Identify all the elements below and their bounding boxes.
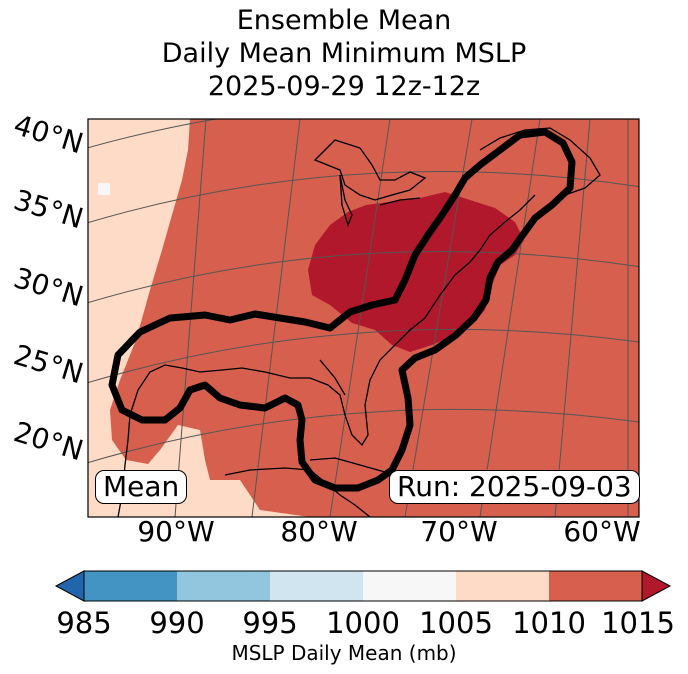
lat-line-20 — [88, 408, 639, 464]
title-line-3: 2025-09-29 12z-12z — [207, 71, 481, 102]
colorbar — [54, 570, 672, 602]
lat-line-40 — [88, 119, 220, 149]
colorbar-frame — [83, 570, 643, 602]
contour-1010 — [108, 128, 576, 492]
lat-label-40: 40°N — [10, 108, 87, 160]
lat-label-35: 35°N — [10, 183, 87, 235]
field-above-1015 — [308, 192, 524, 352]
lon-label-70w: 70°W — [420, 515, 497, 548]
run-date-badge: Run: 2025-09-03 — [389, 470, 640, 504]
great-lakes-coast — [313, 139, 427, 201]
colorbar-seg-990-995 — [177, 571, 270, 601]
colorbar-label: MSLP Daily Mean (mb) — [231, 641, 457, 665]
colorbar-tick-995: 995 — [242, 606, 298, 640]
field-1005-1010-west — [88, 119, 310, 517]
lake-erie — [379, 197, 421, 206]
colorbar-tick-990: 990 — [149, 606, 205, 640]
lon-label-60w: 60°W — [563, 515, 640, 548]
colorbar-extend-high — [641, 570, 672, 602]
lat-line-35 — [88, 170, 639, 224]
lat-line-30 — [88, 250, 639, 304]
field-1000-1005-spot — [98, 183, 110, 195]
lat-line-25 — [88, 328, 639, 384]
colorbar-tick-1010: 1010 — [512, 606, 586, 640]
colorbar-tick-1015: 1015 — [601, 606, 675, 640]
colorbar-seg-985-990 — [84, 571, 177, 601]
colorbar-seg-1000-1005 — [363, 571, 456, 601]
florida-west — [319, 359, 346, 396]
map-frame — [87, 118, 640, 518]
title-line-2: Daily Mean Minimum MSLP — [161, 38, 527, 69]
colorbar-seg-1010-1015 — [549, 571, 642, 601]
lon-line-80 — [329, 119, 391, 517]
title-line-1: Ensemble Mean — [236, 5, 452, 36]
maritimes-coast — [479, 127, 601, 196]
colorbar-tick-1005: 1005 — [419, 606, 493, 640]
lake-michigan — [339, 174, 353, 227]
mean-badge: Mean — [95, 470, 188, 504]
lon-label-80w: 80°W — [280, 515, 357, 548]
colorbar-tick-985: 985 — [56, 606, 112, 640]
atlantic-coast — [117, 194, 536, 517]
colorbar-extend-low — [54, 570, 85, 602]
colorbar-seg-995-1000 — [270, 571, 363, 601]
lon-label-90w: 90°W — [137, 515, 214, 548]
colorbar-seg-1005-1010 — [456, 571, 549, 601]
lat-label-30: 30°N — [10, 261, 87, 313]
lon-line-65 — [554, 119, 591, 517]
yucatan-coast — [224, 467, 371, 517]
lon-line-70 — [479, 119, 541, 517]
lat-label-20: 20°N — [10, 415, 87, 467]
colorbar-tick-1000: 1000 — [326, 606, 400, 640]
lat-label-25: 25°N — [10, 338, 87, 390]
map-area — [88, 119, 639, 517]
